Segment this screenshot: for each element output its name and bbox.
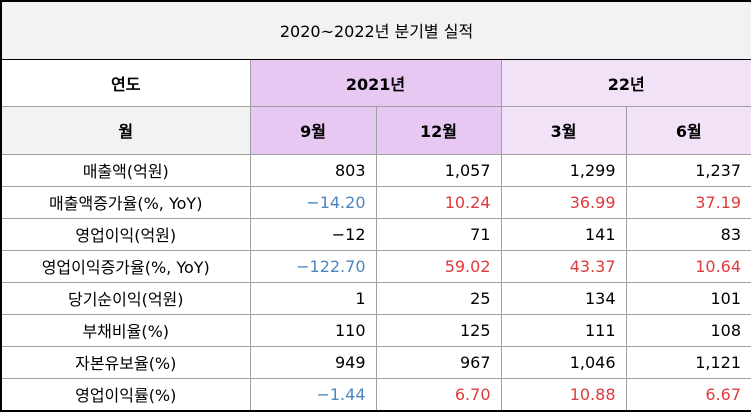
cell-value: 125 — [375, 313, 502, 347]
table-row: 영업이익률(%) −1.44 6.70 10.88 6.67 — [0, 377, 751, 412]
month-header: 12월 — [375, 106, 502, 155]
cell-value: 71 — [375, 217, 502, 251]
year-header: 22년 — [500, 58, 751, 108]
cell-value: 803 — [249, 153, 377, 187]
month-label: 월 — [0, 106, 251, 155]
cell-value: 949 — [249, 345, 377, 379]
table-row: 매출액증가율(%, YoY) −14.20 10.24 36.99 37.19 — [0, 185, 751, 219]
cell-value: 110 — [249, 313, 377, 347]
cell-value: 25 — [375, 281, 502, 315]
cell-value: 134 — [500, 281, 627, 315]
cell-value: 10.88 — [500, 377, 627, 412]
cell-value: 36.99 — [500, 185, 627, 219]
cell-value: 967 — [375, 345, 502, 379]
row-label: 자본유보율(%) — [0, 345, 251, 379]
cell-value: 59.02 — [375, 249, 502, 283]
year-label: 연도 — [0, 58, 251, 108]
month-header: 9월 — [249, 106, 377, 155]
cell-value: 141 — [500, 217, 627, 251]
month-header: 3월 — [500, 106, 627, 155]
row-label: 매출액(억원) — [0, 153, 251, 187]
cell-value: 111 — [500, 313, 627, 347]
cell-value: 1,237 — [625, 153, 751, 187]
row-label: 영업이익(억원) — [0, 217, 251, 251]
row-label: 매출액증가율(%, YoY) — [0, 185, 251, 219]
cell-value: 101 — [625, 281, 751, 315]
cell-value: 1,046 — [500, 345, 627, 379]
row-label: 당기순이익(억원) — [0, 281, 251, 315]
table-row: 자본유보율(%) 949 967 1,046 1,121 — [0, 345, 751, 379]
table-row: 영업이익증가율(%, YoY) −122.70 59.02 43.37 10.64 — [0, 249, 751, 283]
cell-value: 6.67 — [625, 377, 751, 412]
cell-value: −12 — [249, 217, 377, 251]
cell-value: 37.19 — [625, 185, 751, 219]
table-row: 부채비율(%) 110 125 111 108 — [0, 313, 751, 347]
year-header: 2021년 — [249, 58, 502, 108]
cell-value: 1,057 — [375, 153, 502, 187]
row-label: 영업이익률(%) — [0, 377, 251, 412]
table-title: 2020~2022년 분기별 실적 — [0, 1, 751, 60]
cell-value: 10.64 — [625, 249, 751, 283]
cell-value: −122.70 — [249, 249, 377, 283]
cell-value: 1,299 — [500, 153, 627, 187]
table-row: 매출액(억원) 803 1,057 1,299 1,237 — [0, 153, 751, 187]
cell-value: 1 — [249, 281, 377, 315]
cell-value: −1.44 — [249, 377, 377, 412]
cell-value: 10.24 — [375, 185, 502, 219]
row-label: 영업이익증가율(%, YoY) — [0, 249, 251, 283]
cell-value: 108 — [625, 313, 751, 347]
cell-value: −14.20 — [249, 185, 377, 219]
cell-value: 83 — [625, 217, 751, 251]
cell-value: 43.37 — [500, 249, 627, 283]
cell-value: 1,121 — [625, 345, 751, 379]
table-row: 당기순이익(억원) 1 25 134 101 — [0, 281, 751, 315]
table-row: 영업이익(억원) −12 71 141 83 — [0, 217, 751, 251]
month-header: 6월 — [625, 106, 751, 155]
row-label: 부채비율(%) — [0, 313, 251, 347]
cell-value: 6.70 — [375, 377, 502, 412]
